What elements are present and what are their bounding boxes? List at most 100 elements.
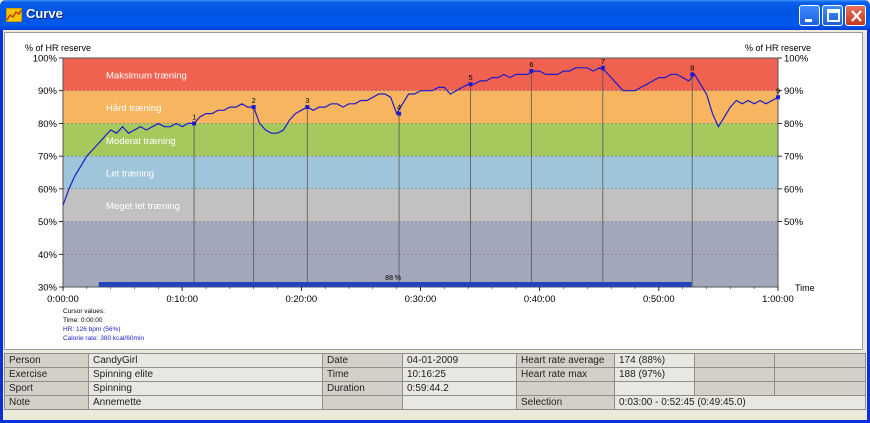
lap-marker-point — [468, 82, 473, 87]
zone-label: Meget let træning — [106, 201, 180, 212]
y-tick-label: 60% — [38, 184, 58, 195]
info-label — [322, 395, 403, 410]
hr-curve-chart[interactable]: Maksimum træning Hård træning Moderat træn… — [5, 33, 862, 349]
info-empty-cell — [774, 367, 866, 382]
info-label: Note — [4, 395, 89, 410]
lap-marker-point — [192, 121, 197, 126]
lap-marker-point — [529, 69, 534, 74]
lap-marker-point — [600, 65, 605, 70]
session-info-table: Person CandyGirl Date 04-01-2009 Heart rate … — [4, 353, 866, 410]
zone-band — [63, 156, 778, 189]
info-empty-cell — [694, 367, 775, 382]
series-layer — [62, 67, 779, 206]
cursor-calorie-rate: Calorie rate: 380 kcal/60min — [63, 335, 144, 342]
lap-marker-point — [776, 95, 780, 100]
info-label: Heart rate average — [516, 353, 615, 368]
info-row: Person CandyGirl Date 04-01-2009 Heart rate … — [4, 353, 866, 368]
info-value: 10:16:25 — [402, 367, 517, 382]
lap-marker-label: 4 — [397, 103, 401, 112]
zone-band — [63, 188, 778, 222]
x-tick-label: 0:10:00 — [166, 294, 198, 305]
zone-label: Moderat træning — [106, 136, 176, 147]
zone-band — [63, 90, 778, 124]
maximize-icon — [827, 9, 840, 22]
lap-marker-point — [305, 105, 310, 110]
info-row: Sport Spinning Duration 0:59:44.2 — [4, 381, 866, 396]
cursor-time: Time: 0:00:00 — [63, 317, 103, 324]
info-value: Spinning elite — [88, 367, 323, 382]
selection-bar — [98, 282, 692, 287]
close-button[interactable] — [845, 5, 866, 26]
info-value — [614, 381, 695, 396]
info-label: Person — [4, 353, 89, 368]
info-row: Exercise Spinning elite Time 10:16:25 Heart … — [4, 367, 866, 382]
lap-marker-point — [397, 111, 402, 116]
info-row: Note Annemette Selection 0:03:00 - 0:52:45 … — [4, 395, 866, 410]
lap-marker-label: 7 — [601, 57, 605, 66]
selection-layer: 88 % — [98, 275, 692, 287]
y-tick-label: 50% — [38, 217, 58, 228]
zone-label: Hård træning — [106, 103, 161, 114]
info-label: Duration — [322, 381, 403, 396]
y-tick-label-right: 50% — [784, 217, 804, 228]
x-tick-label: 0:30:00 — [405, 294, 437, 305]
info-value: Spinning — [88, 381, 323, 396]
zone-label: Maksimum træning — [106, 70, 187, 81]
x-tick-label: 0:20:00 — [285, 294, 317, 305]
zone-label: Let træning — [106, 169, 154, 180]
left-axis-title: % of HR reserve — [25, 43, 91, 53]
info-label: Date — [322, 353, 403, 368]
time-axis-label: Time — [795, 283, 815, 293]
minimize-button[interactable] — [799, 5, 820, 26]
info-label — [516, 381, 615, 396]
right-axis-title: % of HR reserve — [745, 43, 811, 53]
y-tick-label: 30% — [38, 283, 58, 294]
info-value: 188 (97%) — [614, 367, 695, 382]
chart-panel: Maksimum træning Hård træning Moderat træn… — [4, 32, 863, 350]
lap-marker-point — [251, 105, 256, 110]
info-value: 0:59:44.2 — [402, 381, 517, 396]
y-tick-label: 80% — [38, 119, 58, 130]
info-value: Annemette — [88, 395, 323, 410]
hr-series-line — [62, 67, 779, 206]
x-tick-label: 1:00:00 — [762, 294, 794, 305]
lap-marker-label: 8 — [690, 63, 694, 72]
lap-marker-label: 6 — [529, 60, 533, 69]
info-empty-cell — [774, 381, 866, 396]
info-value: 174 (88%) — [614, 353, 695, 368]
x-tick-label: 0:40:00 — [524, 294, 556, 305]
lap-marker-label: 1 — [192, 112, 196, 121]
info-label: Heart rate max — [516, 367, 615, 382]
info-empty-cell — [774, 353, 866, 368]
cursor-hr: HR: 126 bpm (56%) — [63, 326, 120, 333]
chart-app-icon — [6, 8, 22, 22]
y-tick-label: 100% — [33, 54, 58, 65]
zone-band — [63, 58, 778, 91]
info-label: Selection — [516, 395, 615, 410]
lap-marker-label: 3 — [305, 96, 309, 105]
y-tick-label-right: 90% — [784, 86, 804, 97]
zone-band — [63, 123, 778, 157]
info-value: CandyGirl — [88, 353, 323, 368]
x-tick-label: 0:00:00 — [47, 294, 79, 305]
cursor-heading: Cursor values: — [63, 308, 105, 315]
info-label: Exercise — [4, 367, 89, 382]
window-title: Curve — [26, 6, 63, 21]
title-bar[interactable]: Curve — [0, 0, 870, 30]
info-empty-cell — [694, 381, 775, 396]
x-tick-label: 0:50:00 — [643, 294, 675, 305]
y-tick-label-right: 60% — [784, 184, 804, 195]
axis-layer: 30% 40% 50% 60% 70% 80% 90% 100% 50% 60% 70% 80% 90%… — [33, 54, 809, 306]
y-tick-label-right: 70% — [784, 152, 804, 163]
info-label: Time — [322, 367, 403, 382]
maximize-button[interactable] — [822, 5, 843, 26]
lap-marker-point — [690, 72, 695, 77]
y-tick-label-right: 100% — [784, 54, 809, 65]
info-empty-cell — [694, 353, 775, 368]
zones-layer: Maksimum træning Hård træning Moderat træn… — [63, 58, 778, 287]
info-value: 04-01-2009 — [402, 353, 517, 368]
selection-label: 88 % — [385, 275, 401, 282]
lap-marker-label: 5 — [469, 73, 473, 82]
y-tick-label: 70% — [38, 152, 58, 163]
info-value: 0:03:00 - 0:52:45 (0:49:45.0) — [614, 395, 866, 410]
